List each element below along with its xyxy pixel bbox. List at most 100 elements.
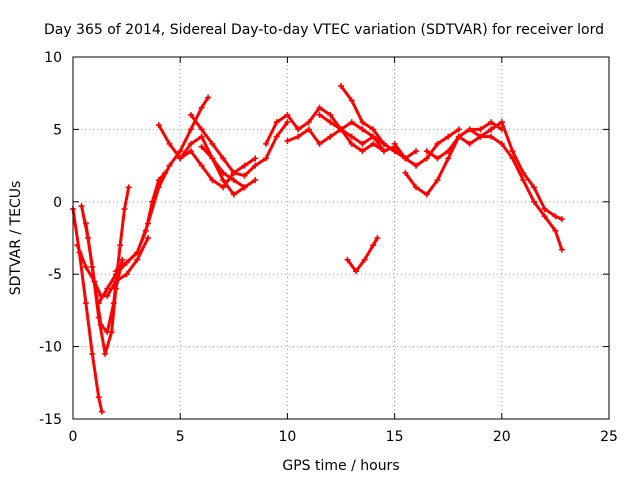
data-point — [205, 94, 212, 101]
data-point — [117, 242, 124, 249]
y-tick-label: 10 — [44, 50, 62, 66]
x-tick-label: 0 — [69, 429, 78, 445]
data-point — [177, 148, 184, 155]
x-tick-label: 15 — [386, 429, 404, 445]
series-track-18 — [391, 126, 462, 169]
data-point — [348, 133, 355, 140]
data-point — [198, 143, 205, 150]
data-point — [108, 329, 115, 336]
data-point — [370, 242, 377, 249]
data-point — [209, 140, 216, 147]
data-point — [316, 140, 323, 147]
data-point — [89, 350, 96, 357]
data-point — [413, 162, 420, 169]
data-point — [145, 235, 152, 241]
data-point — [344, 256, 351, 263]
data-point — [252, 177, 259, 184]
data-point — [230, 177, 237, 184]
data-point — [353, 268, 360, 275]
data-point — [509, 148, 516, 155]
data-point — [155, 122, 162, 129]
data-point — [262, 155, 269, 162]
series-track-20 — [488, 119, 565, 223]
data-point — [423, 148, 430, 155]
data-point — [488, 133, 495, 140]
y-tick-label: -15 — [39, 412, 62, 428]
data-point — [241, 162, 248, 169]
data-point — [391, 148, 398, 155]
data-point — [359, 148, 366, 155]
data-point — [466, 140, 473, 147]
series-track-14 — [316, 111, 398, 155]
data-point — [370, 140, 377, 147]
data-point — [466, 126, 473, 133]
series-line — [157, 123, 257, 189]
data-point — [273, 119, 280, 126]
data-point — [166, 162, 173, 169]
data-point — [445, 148, 452, 155]
data-point — [445, 155, 452, 162]
data-point — [112, 278, 119, 285]
plot-frame — [72, 56, 610, 420]
data-point — [455, 133, 462, 140]
data-point — [295, 133, 302, 140]
data-point — [241, 172, 248, 179]
data-point — [112, 285, 119, 292]
data-point — [187, 140, 194, 147]
data-point — [82, 300, 89, 307]
data-point — [230, 169, 237, 176]
data-point — [91, 278, 98, 285]
y-axis-label: SDTVAR / TECUs — [8, 181, 24, 296]
x-tick-label: 25 — [600, 429, 618, 445]
data-point — [198, 162, 205, 169]
data-point — [477, 133, 484, 140]
data-point — [370, 133, 377, 140]
data-point — [455, 126, 462, 133]
data-point — [541, 213, 548, 220]
data-point — [305, 126, 312, 133]
data-point — [273, 133, 280, 140]
data-point — [338, 82, 344, 89]
data-point — [552, 227, 559, 234]
data-point — [74, 242, 81, 249]
data-point — [95, 394, 102, 401]
data-point — [488, 126, 495, 133]
series-track-09 — [177, 148, 259, 191]
data-point — [284, 111, 291, 118]
y-tick-label: -5 — [48, 267, 62, 283]
data-point — [198, 126, 205, 133]
data-point — [402, 155, 409, 162]
data-point — [348, 97, 355, 104]
data-point — [198, 133, 205, 140]
data-point — [123, 259, 130, 266]
grid — [73, 57, 609, 419]
data-point — [413, 148, 420, 155]
data-point — [374, 235, 381, 241]
data-point — [359, 119, 366, 126]
data-point — [316, 104, 323, 111]
data-point — [95, 300, 102, 307]
data-point — [423, 191, 430, 198]
data-point — [121, 206, 128, 213]
data-point — [327, 133, 334, 140]
data-point — [104, 292, 111, 299]
x-tick-label: 10 — [278, 429, 296, 445]
data-point — [187, 126, 194, 133]
x-tick-label: 5 — [176, 429, 185, 445]
data-point — [391, 140, 398, 147]
data-point — [125, 184, 132, 191]
data-point — [295, 126, 302, 133]
data-point — [338, 126, 344, 133]
series-track-03 — [82, 220, 126, 357]
data-point — [445, 133, 452, 140]
y-tick-label: -10 — [39, 340, 62, 356]
data-point — [348, 140, 355, 147]
data-point — [498, 119, 505, 126]
series-track-15 — [344, 235, 381, 275]
data-point — [413, 184, 420, 191]
data-point — [209, 155, 216, 162]
x-axis-label: GPS time / hours — [282, 458, 399, 474]
data-point — [402, 169, 409, 176]
data-point — [98, 408, 105, 415]
